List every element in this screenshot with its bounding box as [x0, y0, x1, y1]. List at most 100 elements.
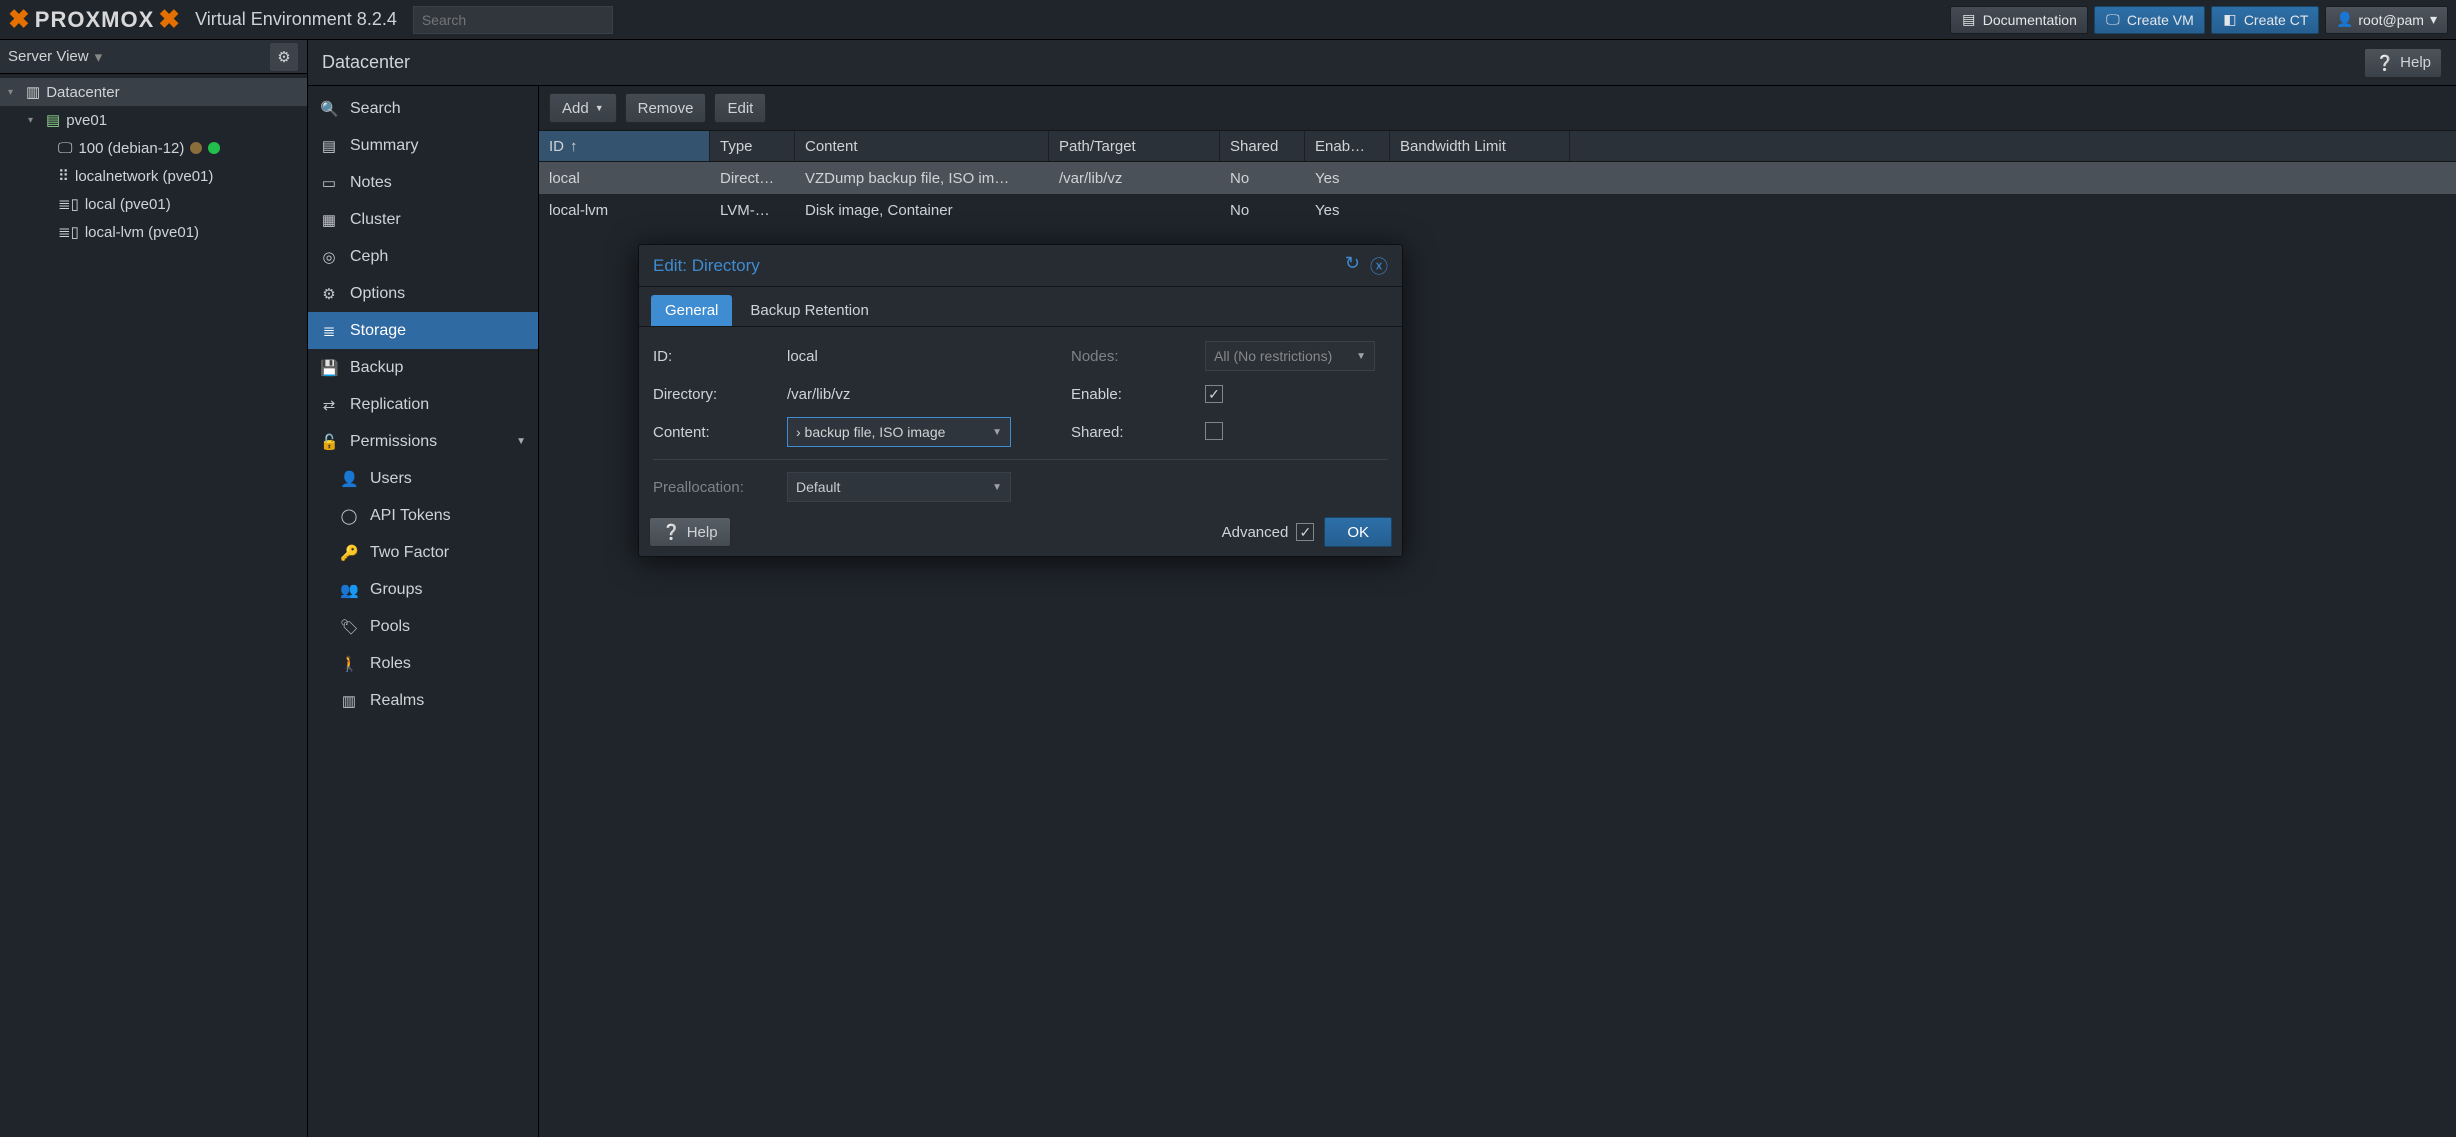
expand-icon: ▾ [28, 115, 40, 126]
server-tree-panel: Server View ▾ ⚙ ▾ ▥ Datacenter ▾ ▤ pve01… [0, 40, 308, 1137]
dialog-help-button[interactable]: ❔ Help [649, 517, 731, 547]
nav-summary[interactable]: ▤Summary [308, 127, 538, 164]
help-icon: ❔ [2375, 54, 2394, 72]
tab-general[interactable]: General [651, 295, 732, 326]
cell-shared: No [1220, 170, 1305, 187]
nav-backup[interactable]: 💾Backup [308, 349, 538, 386]
table-header: ID ↑ Type Content Path/Target Shared Ena… [539, 130, 2456, 162]
nav-options[interactable]: ⚙Options [308, 275, 538, 312]
tree-node-vm[interactable]: 🖵 100 (debian-12) [0, 134, 307, 162]
tab-backup-retention[interactable]: Backup Retention [736, 295, 882, 326]
nav-notes[interactable]: ▭Notes [308, 164, 538, 201]
ok-button[interactable]: OK [1324, 517, 1392, 547]
lock-icon: 🔓 [320, 433, 338, 451]
nav-roles[interactable]: 🚶Roles [308, 645, 538, 682]
nav-storage[interactable]: ≣Storage [308, 312, 538, 349]
col-path[interactable]: Path/Target [1049, 131, 1220, 161]
nav-ceph[interactable]: ◎Ceph [308, 238, 538, 275]
status-dot-icon [190, 142, 202, 154]
col-bw[interactable]: Bandwidth Limit [1390, 131, 1570, 161]
user-menu-button[interactable]: 👤 root@pam ▾ [2325, 6, 2448, 34]
remove-button[interactable]: Remove [625, 93, 707, 123]
advanced-toggle[interactable]: Advanced [1222, 523, 1315, 541]
nav-search[interactable]: 🔍Search [308, 90, 538, 127]
nav-groups[interactable]: 👥Groups [308, 571, 538, 608]
nav-replication[interactable]: ⇄Replication [308, 386, 538, 423]
col-type[interactable]: Type [710, 131, 795, 161]
gear-icon: ⚙ [277, 48, 290, 66]
datacenter-icon: ▥ [26, 83, 40, 101]
cell-shared: No [1220, 202, 1305, 219]
col-shared[interactable]: Shared [1220, 131, 1305, 161]
documentation-button[interactable]: ▤ Documentation [1950, 6, 2088, 34]
reset-icon[interactable]: ↻ [1345, 253, 1360, 279]
logo-x-icon: ✖ [158, 4, 181, 35]
tree-node-storage-local[interactable]: ≣▯ local (pve01) [0, 190, 307, 218]
table-row[interactable]: local-lvmLVM-…Disk image, ContainerNoYes [539, 194, 2456, 226]
advanced-checkbox[interactable] [1296, 523, 1314, 541]
col-content[interactable]: Content [795, 131, 1049, 161]
col-enabled[interactable]: Enab… [1305, 131, 1390, 161]
create-vm-button[interactable]: 🖵 Create VM [2094, 6, 2205, 34]
enable-label: Enable: [1071, 386, 1205, 403]
nav-users[interactable]: 👤Users [308, 460, 538, 497]
nav-two-factor[interactable]: 🔑Two Factor [308, 534, 538, 571]
status-dot-icon [208, 142, 220, 154]
shared-checkbox[interactable] [1205, 422, 1223, 440]
storage-icon: ≣ [320, 322, 338, 340]
col-id[interactable]: ID ↑ [539, 131, 710, 161]
cell-content: VZDump backup file, ISO im… [795, 170, 1049, 187]
tree-node-host[interactable]: ▾ ▤ pve01 [0, 106, 307, 134]
nav-cluster[interactable]: ▦Cluster [308, 201, 538, 238]
server-icon: ▤ [46, 111, 60, 129]
close-icon[interactable]: ⓧ [1370, 253, 1388, 279]
content-label: Content: [653, 424, 787, 441]
server-view-selector[interactable]: Server View ▾ ⚙ [0, 40, 307, 74]
help-button[interactable]: ❔ Help [2364, 48, 2442, 78]
cell-id: local [539, 170, 710, 187]
nav-pools[interactable]: 🏷Pools [308, 608, 538, 645]
monitor-icon: 🖵 [2105, 11, 2121, 28]
search-input[interactable] [413, 6, 613, 34]
monitor-icon: 🖵 [58, 140, 72, 157]
chevron-down-icon: ▼ [516, 436, 526, 447]
id-value: local [787, 348, 1011, 365]
storage-icon: ≣▯ [58, 223, 79, 241]
edit-storage-dialog: Edit: Directory ↻ ⓧ General Backup Reten… [638, 244, 1403, 557]
user-icon: 👤 [2336, 11, 2352, 28]
tree-node-storage-lvm[interactable]: ≣▯ local-lvm (pve01) [0, 218, 307, 246]
ceph-icon: ◎ [320, 248, 338, 266]
chevron-down-icon: ▼ [1356, 351, 1366, 362]
prealloc-select[interactable]: Default▼ [787, 472, 1011, 502]
nav-api-tokens[interactable]: ◯API Tokens [308, 497, 538, 534]
table-row[interactable]: localDirect…VZDump backup file, ISO im…/… [539, 162, 2456, 194]
gear-icon: ⚙ [320, 285, 338, 303]
note-icon: ▭ [320, 174, 338, 192]
storage-icon: ≣▯ [58, 195, 79, 213]
global-search[interactable] [413, 6, 613, 34]
content-select[interactable]: › backup file, ISO image▼ [787, 417, 1011, 447]
logo: ✖ PROXMOX ✖ [8, 4, 181, 35]
sort-asc-icon: ↑ [570, 138, 578, 155]
book-icon: ▤ [1961, 11, 1977, 28]
add-button[interactable]: Add ▼ [549, 93, 617, 123]
search-icon: 🔍 [320, 100, 338, 118]
table-body: localDirect…VZDump backup file, ISO im…/… [539, 162, 2456, 226]
key-icon: 🔑 [340, 544, 358, 562]
chevron-down-icon: ▾ [95, 48, 103, 66]
tree-settings-button[interactable]: ⚙ [269, 42, 299, 72]
enable-checkbox[interactable] [1205, 385, 1223, 403]
chevron-down-icon: ▼ [992, 482, 1002, 493]
save-icon: 💾 [320, 359, 338, 377]
edit-button[interactable]: Edit [714, 93, 766, 123]
network-icon: ⠿ [58, 167, 69, 185]
nav-realms[interactable]: ▥Realms [308, 682, 538, 719]
chevron-down-icon: ▼ [595, 103, 604, 113]
create-ct-button[interactable]: ◧ Create CT [2211, 6, 2320, 34]
tree-node-network[interactable]: ⠿ localnetwork (pve01) [0, 162, 307, 190]
chevron-down-icon: ▼ [992, 427, 1002, 438]
config-nav: 🔍Search ▤Summary ▭Notes ▦Cluster ◎Ceph ⚙… [308, 86, 539, 1137]
tree-node-datacenter[interactable]: ▾ ▥ Datacenter [0, 78, 307, 106]
nav-permissions[interactable]: 🔓Permissions▼ [308, 423, 538, 460]
role-icon: 🚶 [340, 655, 358, 673]
